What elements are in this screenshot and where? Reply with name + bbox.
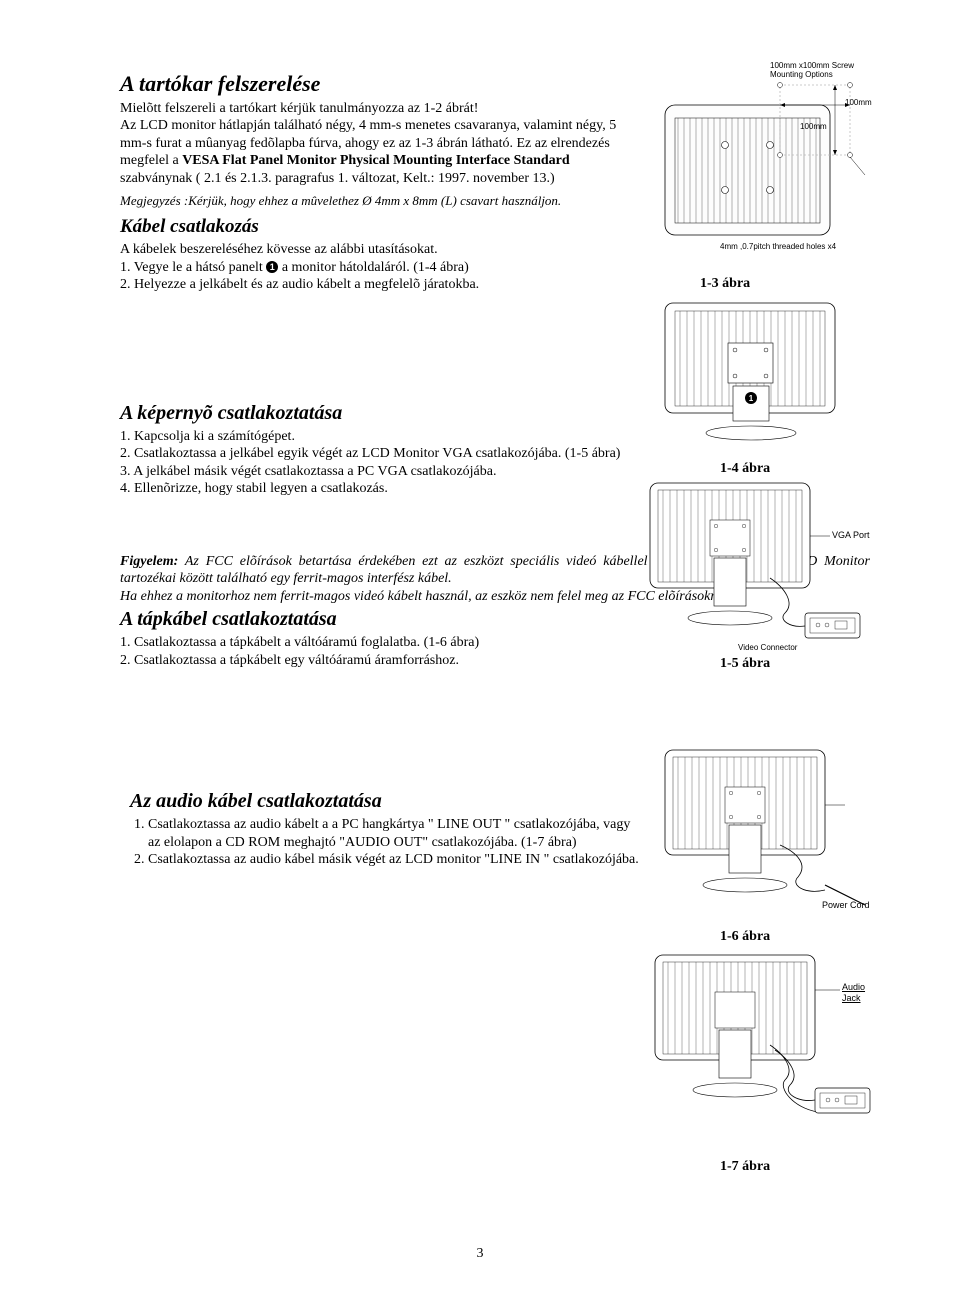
section-power-li1: 1. Csatlakoztassa a tápkábelt a váltóára…	[120, 634, 640, 652]
section-arm-p1: Mielõtt felszereli a tartókart kérjük ta…	[120, 100, 640, 118]
label-audio-jack: Audio Jack	[842, 982, 880, 1005]
section-cable-p1: A kábelek beszereléséhez kövesse az aláb…	[120, 241, 640, 259]
label-video-connector: Video Connector	[738, 643, 797, 653]
section-screen-li3: 3. A jelkábel másik végét csatlakoztassa…	[120, 463, 640, 481]
label-holes: 4mm ,0.7pitch threaded holes x4	[720, 242, 836, 252]
section-cable-title: Kábel csatlakozás	[120, 215, 640, 239]
label-power-cord: Power Cord	[822, 900, 870, 911]
section-audio-title: Az audio kábel csatlakoztatása	[130, 789, 640, 814]
section-arm-note: Megjegyzés :Kérjük, hogy ehhez a mûvelet…	[120, 193, 640, 209]
monitor-power-icon	[650, 745, 870, 915]
circled-1-icon: 1	[266, 261, 278, 273]
section-audio-li2: 2. Csatlakoztassa az audio kábel másik v…	[134, 851, 640, 869]
label-screw-options: 100mm x100mm Screw Mounting Options	[770, 62, 870, 80]
monitor-back-icon: 1	[655, 298, 855, 443]
figure-1-7: Audio Jack	[640, 950, 880, 1145]
figure-1-3: 100mm x100mm Screw Mounting Options 100m…	[660, 70, 870, 245]
section-audio-text: Az audio kábel csatlakoztatása 1. Csatla…	[120, 789, 640, 869]
section-screen-text: A képernyõ csatlakoztatása 1. Kapcsolja …	[120, 401, 640, 498]
section-screen-li4: 4. Ellenõrizze, hogy stabil legyen a csa…	[120, 480, 640, 498]
label-vga-port: VGA Port	[832, 530, 870, 541]
monitor-vga-icon	[630, 478, 880, 658]
figure-1-5: VGA Port Video Connector	[630, 478, 880, 658]
section-power-li2: 2. Csatlakoztassa a tápkábelt egy váltóá…	[120, 652, 640, 670]
section-power-text: 1. Csatlakoztassa a tápkábelt a váltóára…	[120, 634, 640, 669]
caption-1-7: 1-7 ábra	[720, 1158, 770, 1176]
section-screen-li1: 1. Kapcsolja ki a számítógépet.	[120, 428, 640, 446]
monitor-audio-icon	[640, 950, 880, 1145]
page-number: 3	[477, 1245, 484, 1263]
section-screen-li2: 2. Csatlakoztassa a jelkábel egyik végét…	[120, 445, 640, 463]
caption-1-6: 1-6 ábra	[720, 928, 770, 946]
vesa-plate-icon	[660, 70, 870, 245]
svg-text:1: 1	[749, 394, 754, 403]
section-screen-title: A képernyõ csatlakoztatása	[120, 401, 640, 426]
section-arm-text: A tartókar felszerelése Mielõtt felszere…	[120, 70, 640, 294]
section-arm-title: A tartókar felszerelése	[120, 70, 640, 98]
section-cable-li1: 1. Vegye le a hátsó panelt 1 a monitor h…	[120, 259, 640, 277]
caption-1-3: 1-3 ábra	[700, 275, 750, 293]
caption-1-5: 1-5 ábra	[720, 655, 770, 673]
caption-1-4: 1-4 ábra	[720, 460, 770, 478]
figure-1-6: Power Cord	[650, 745, 870, 915]
section-cable-li2: 2. Helyezze a jelkábelt és az audio kábe…	[120, 276, 640, 294]
section-audio-li1: 1. Csatlakoztassa az audio kábelt a a PC…	[134, 816, 640, 851]
figure-1-4: 1	[655, 298, 855, 443]
label-100mm-h: 100mm	[845, 98, 872, 108]
section-arm-p2: Az LCD monitor hátlapján található négy,…	[120, 117, 640, 187]
label-100mm-v: 100mm	[800, 122, 827, 132]
